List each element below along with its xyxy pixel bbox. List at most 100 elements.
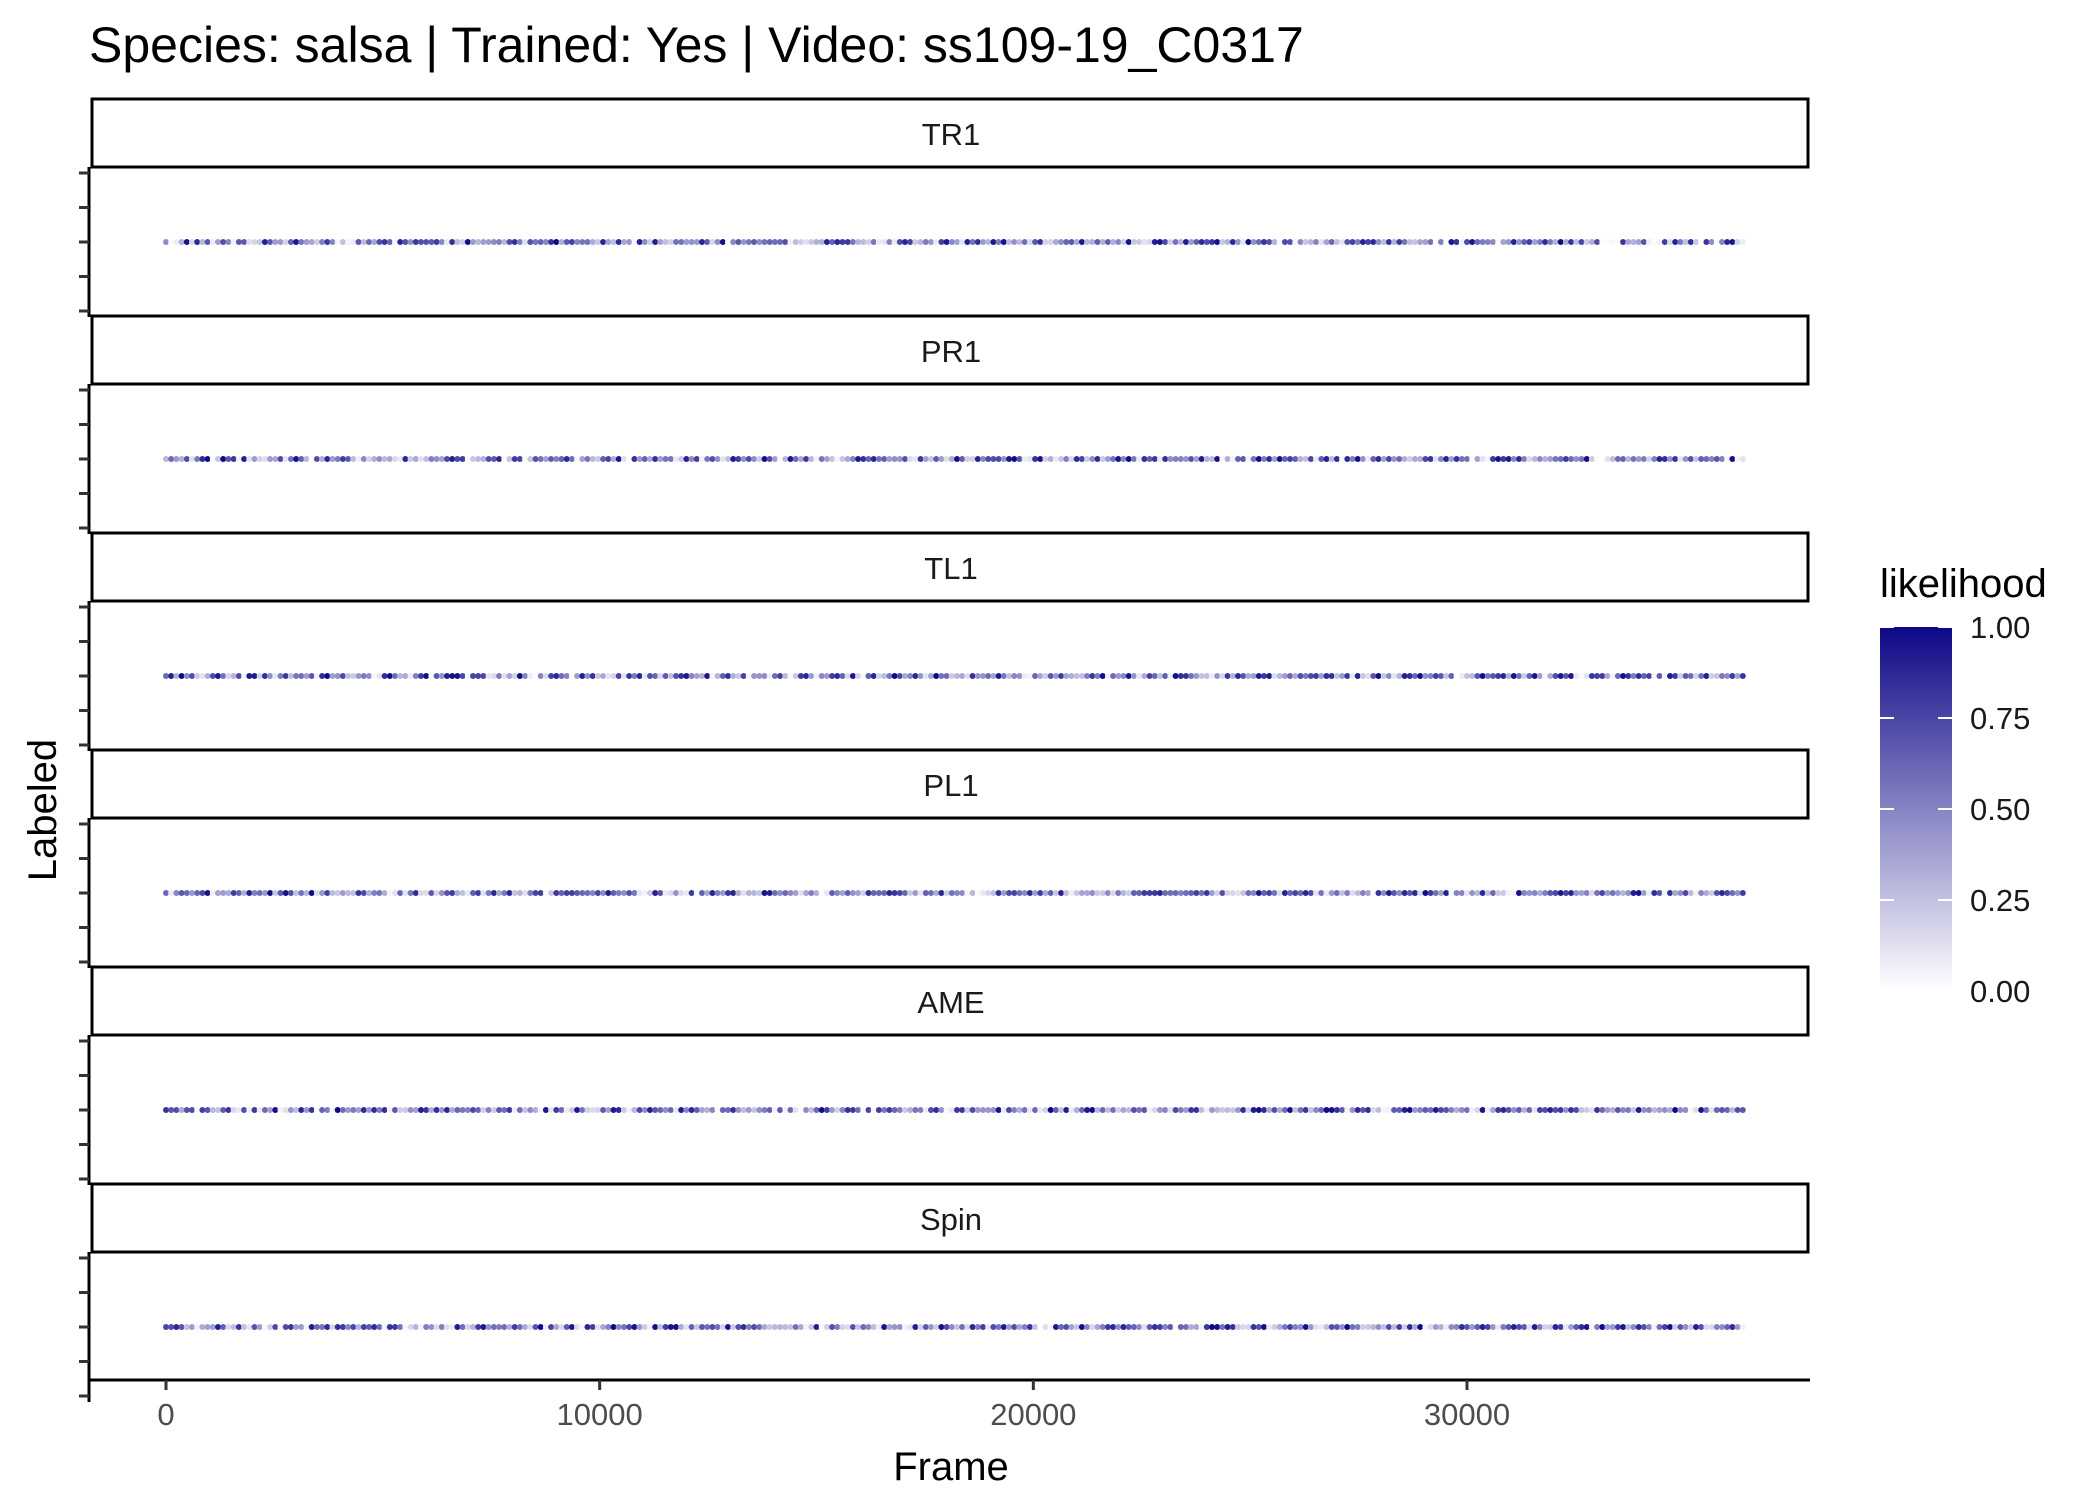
- data-point: [553, 673, 560, 679]
- data-point: [1313, 1107, 1320, 1113]
- data-point: [496, 1324, 503, 1330]
- data-point: [896, 1107, 903, 1113]
- data-point: [1484, 456, 1491, 462]
- data-point: [1453, 1324, 1460, 1330]
- data-point: [1297, 1324, 1304, 1330]
- data-point: [1604, 1324, 1611, 1330]
- data-point: [428, 890, 435, 896]
- data-point: [964, 239, 971, 245]
- data-point: [1620, 456, 1627, 462]
- data-point: [1438, 1107, 1444, 1113]
- data-point: [610, 673, 617, 679]
- data-point: [1625, 673, 1632, 679]
- data-point: [407, 456, 414, 462]
- data-point: [803, 456, 810, 462]
- data-point: [1505, 1107, 1512, 1113]
- data-point: [1120, 673, 1127, 679]
- data-point: [771, 1107, 778, 1113]
- legend-tick-label: 0.75: [1970, 701, 2030, 736]
- data-point: [1016, 1324, 1023, 1330]
- data-point: [766, 673, 773, 679]
- data-point: [855, 239, 862, 245]
- data-point: [1380, 673, 1387, 679]
- data-point: [579, 1324, 586, 1330]
- data-point: [1281, 890, 1288, 896]
- data-point: [1443, 239, 1450, 245]
- data-point: [1162, 890, 1169, 896]
- data-point: [719, 1107, 726, 1113]
- data-point: [1651, 1107, 1658, 1113]
- data-point: [1609, 239, 1616, 245]
- data-point: [1693, 890, 1699, 896]
- data-point: [1391, 1324, 1398, 1330]
- data-point: [1708, 1324, 1715, 1330]
- data-point: [1479, 239, 1486, 245]
- data-point: [1687, 890, 1694, 896]
- data-point: [339, 1107, 346, 1113]
- data-point: [1500, 1107, 1507, 1113]
- data-point: [725, 456, 731, 462]
- data-point: [1729, 1324, 1736, 1330]
- legend-title: likelihood: [1880, 562, 2047, 606]
- data-point: [1359, 890, 1366, 896]
- data-point: [1667, 673, 1673, 679]
- data-point: [1339, 673, 1346, 679]
- data-point: [1385, 456, 1392, 462]
- data-point: [615, 1107, 622, 1113]
- data-point: [1063, 673, 1070, 679]
- data-point: [1557, 239, 1564, 245]
- data-point: [402, 1107, 409, 1113]
- data-point: [1214, 239, 1221, 245]
- data-point: [256, 239, 263, 245]
- data-point: [308, 239, 315, 245]
- data-point: [1026, 239, 1033, 245]
- data-point: [215, 1324, 221, 1330]
- data-point: [1365, 890, 1372, 896]
- data-point: [1370, 890, 1377, 896]
- facet-points: [163, 1324, 1746, 1330]
- data-point: [1661, 890, 1668, 896]
- data-point: [516, 890, 523, 896]
- data-point: [1203, 1324, 1210, 1330]
- data-point: [1021, 673, 1028, 679]
- data-point: [657, 239, 664, 245]
- data-point: [1333, 239, 1340, 245]
- data-point: [808, 890, 815, 896]
- data-point: [225, 1107, 232, 1113]
- chart-title: Species: salsa | Trained: Yes | Video: s…: [89, 17, 1304, 73]
- data-point: [1224, 1107, 1231, 1113]
- data-point: [1183, 890, 1189, 896]
- data-point: [1698, 239, 1705, 245]
- data-point: [412, 1324, 419, 1330]
- data-point: [261, 1324, 268, 1330]
- data-point: [1614, 1107, 1621, 1113]
- data-point: [194, 673, 201, 679]
- data-point: [563, 1107, 570, 1113]
- data-point: [1136, 673, 1143, 679]
- data-point: [912, 239, 919, 245]
- data-point: [339, 456, 346, 462]
- data-point: [959, 1324, 966, 1330]
- data-point: [1006, 673, 1012, 679]
- legend-tick-label: 0.50: [1970, 792, 2030, 827]
- data-point: [251, 456, 258, 462]
- data-point: [771, 239, 778, 245]
- data-point: [730, 673, 737, 679]
- data-point: [870, 1107, 877, 1113]
- data-point: [1214, 456, 1221, 462]
- data-point: [225, 239, 232, 245]
- data-point: [1167, 1107, 1174, 1113]
- data-point: [1687, 1324, 1694, 1330]
- data-point: [1323, 673, 1330, 679]
- data-point: [912, 1107, 919, 1113]
- legend-tick-label: 0.00: [1970, 974, 2030, 1009]
- data-point: [1240, 239, 1247, 245]
- data-point: [745, 673, 752, 679]
- data-point: [1490, 456, 1496, 462]
- data-point: [548, 890, 555, 896]
- data-point: [1261, 456, 1267, 462]
- data-point: [1323, 239, 1330, 245]
- data-point: [532, 673, 539, 679]
- data-point: [1391, 890, 1398, 896]
- data-point: [1625, 239, 1632, 245]
